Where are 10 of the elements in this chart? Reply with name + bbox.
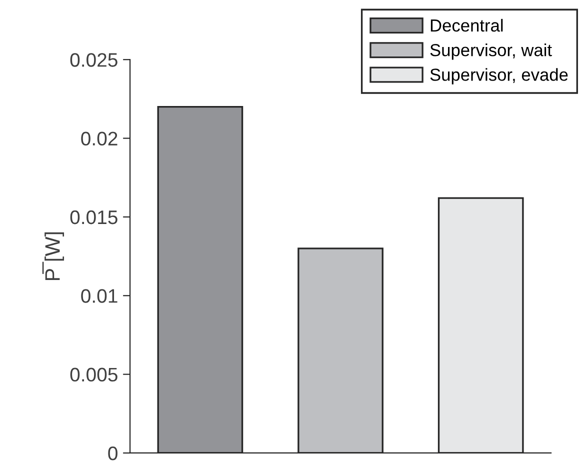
y-tick-label: 0.01 [81, 289, 118, 303]
y-tick-label: 0 [108, 446, 118, 460]
y-tick-label: 0.005 [70, 368, 118, 382]
legend-label: Decentral [430, 18, 503, 32]
y-tick-label: 0.02 [81, 132, 118, 146]
y-tick-label: 0.015 [70, 210, 118, 224]
legend-label: Supervisor, wait [430, 44, 552, 60]
legend-label: Supervisor, evade [430, 68, 568, 84]
y-tick-label: 0.025 [70, 53, 118, 67]
y-axis-title: P̅ [W] [42, 232, 64, 280]
